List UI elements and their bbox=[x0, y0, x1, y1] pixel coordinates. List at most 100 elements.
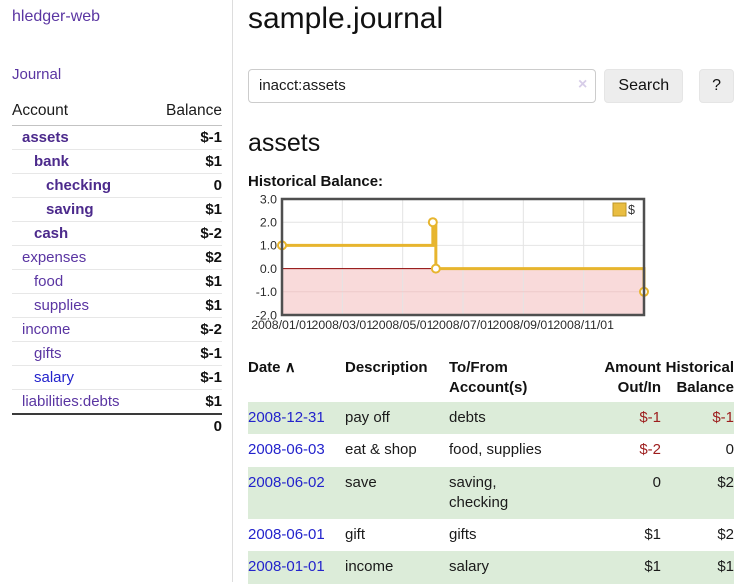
account-link-saving[interactable]: saving bbox=[46, 201, 94, 218]
register-row: 2008-06-03 eat & shop food, supplies $-2… bbox=[248, 434, 734, 466]
account-balance: $-1 bbox=[150, 125, 222, 150]
account-balance: $-1 bbox=[150, 341, 222, 366]
nav-journal-link[interactable]: Journal bbox=[12, 66, 62, 83]
account-balance: $1 bbox=[150, 389, 222, 415]
amount-cell: 0 bbox=[652, 473, 661, 491]
accounts-header-row: Account Balance bbox=[12, 99, 222, 126]
legend-swatch bbox=[612, 202, 627, 216]
account-row-cash: cash $-2 bbox=[12, 221, 222, 246]
description-cell: pay off bbox=[345, 409, 390, 426]
account-balance: $1 bbox=[150, 269, 222, 294]
account-row-food: food $1 bbox=[12, 269, 222, 294]
description-cell: gift bbox=[345, 526, 366, 543]
register-row: 2008-01-01 income salary $1 $1 bbox=[248, 551, 734, 584]
amount-cell: $-2 bbox=[639, 441, 661, 459]
account-link-cash[interactable]: cash bbox=[34, 225, 69, 242]
accounts-cell: food, supplies bbox=[449, 441, 542, 459]
search-button[interactable]: Search bbox=[604, 68, 684, 103]
account-balance: $-2 bbox=[150, 317, 222, 342]
sidebar: hledger-web Journal Account Balance asse… bbox=[0, 0, 233, 582]
accounts-cell: debts bbox=[449, 409, 486, 426]
date-link[interactable]: 2008-06-01 bbox=[248, 526, 325, 543]
accounts-header-account: Account bbox=[12, 99, 151, 126]
account-link-gifts[interactable]: gifts bbox=[34, 345, 62, 362]
account-row-bank: bank $1 bbox=[12, 149, 222, 174]
description-cell: income bbox=[345, 558, 394, 576]
account-link-supplies[interactable]: supplies bbox=[34, 297, 90, 314]
legend-label: $ bbox=[628, 203, 635, 217]
description-cell: eat & shop bbox=[345, 441, 417, 459]
accounts-total-row: 0 bbox=[12, 413, 222, 438]
svg-text:2008/11/01: 2008/11/01 bbox=[553, 318, 614, 332]
svg-text:2008/05/01: 2008/05/01 bbox=[372, 318, 434, 332]
register-row: 2008-06-02 save saving, checking 0 $2 bbox=[248, 466, 734, 519]
account-link-salary[interactable]: salary bbox=[34, 369, 75, 386]
account-link-food[interactable]: food bbox=[34, 273, 64, 290]
register-table: Date ∧ Description To/From Account(s) Am… bbox=[248, 354, 734, 584]
svg-text:0.0: 0.0 bbox=[260, 261, 277, 275]
svg-text:2008/03/01: 2008/03/01 bbox=[312, 318, 374, 332]
svg-text:2008/09/01: 2008/09/01 bbox=[493, 318, 555, 332]
accounts-cell: gifts bbox=[449, 526, 477, 543]
account-row-supplies: supplies $1 bbox=[12, 293, 222, 318]
account-link-assets[interactable]: assets bbox=[22, 129, 69, 146]
svg-text:2.0: 2.0 bbox=[260, 215, 277, 229]
amount-cell: $1 bbox=[644, 526, 661, 543]
account-row-gifts: gifts $-1 bbox=[12, 341, 222, 366]
account-row-assets: assets $-1 bbox=[12, 125, 222, 150]
historical-balance-chart: $3.0 2.0 1.0 0.0 -1.0 -2.02008/01/012008/03/0… bbox=[251, 194, 649, 332]
register-header-accounts: To/From Account(s) bbox=[449, 358, 528, 396]
register-header-amount: Amount Out/In bbox=[604, 358, 661, 396]
amount-cell: $-1 bbox=[639, 409, 661, 426]
account-balance: $1 bbox=[150, 197, 222, 222]
svg-text:1.0: 1.0 bbox=[260, 238, 277, 252]
date-link[interactable]: 2008-01-01 bbox=[248, 558, 325, 576]
account-link-liabilities-debts[interactable]: liabilities:debts bbox=[22, 393, 120, 410]
account-balance: $-1 bbox=[150, 365, 222, 390]
date-link[interactable]: 2008-06-02 bbox=[248, 473, 325, 491]
page-title: sample.journal bbox=[248, 2, 444, 35]
account-row-expenses: expenses $2 bbox=[12, 245, 222, 270]
account-link-bank[interactable]: bank bbox=[34, 153, 70, 170]
balance-cell: 0 bbox=[725, 441, 734, 459]
brand-link[interactable]: hledger-web bbox=[12, 8, 101, 25]
balance-cell: $1 bbox=[717, 558, 734, 576]
account-link-expenses[interactable]: expenses bbox=[22, 249, 87, 266]
svg-text:3.0: 3.0 bbox=[260, 194, 277, 206]
account-link-income[interactable]: income bbox=[22, 321, 71, 338]
register-header-date[interactable]: Date ∧ bbox=[248, 358, 296, 376]
balance-cell: $2 bbox=[717, 473, 734, 491]
amount-cell: $1 bbox=[644, 558, 661, 576]
date-link[interactable]: 2008-06-03 bbox=[248, 441, 325, 459]
search-input[interactable] bbox=[248, 68, 597, 103]
accounts-header-balance: Balance bbox=[150, 99, 222, 126]
account-balance: 0 bbox=[150, 173, 222, 198]
account-row-checking: checking 0 bbox=[12, 173, 222, 198]
help-button[interactable]: ? bbox=[699, 68, 734, 103]
account-row-salary: salary $-1 bbox=[12, 365, 222, 390]
register-header-row: Date ∧ Description To/From Account(s) Am… bbox=[248, 354, 734, 403]
account-link-checking[interactable]: checking bbox=[46, 177, 112, 194]
account-row-liabilities-debts: liabilities:debts $1 bbox=[12, 389, 222, 415]
description-cell: save bbox=[345, 473, 377, 491]
register-header-balance: Historical Balance bbox=[665, 358, 734, 396]
account-balance: $2 bbox=[150, 245, 222, 270]
svg-text:2008/07/01: 2008/07/01 bbox=[432, 318, 494, 332]
accounts-table: Account Balance assets $-1 bank $1 check… bbox=[12, 99, 222, 438]
search-box: × bbox=[248, 68, 597, 103]
account-balance: $1 bbox=[150, 293, 222, 318]
search-bar: × Search ? bbox=[248, 68, 734, 103]
balance-cell: $2 bbox=[717, 526, 734, 543]
main-content: sample.journal × Search ? assets Histori… bbox=[233, 0, 742, 584]
register-row: 2008-12-31 pay off debts $-1 $-1 bbox=[248, 402, 734, 435]
account-balance: $-2 bbox=[150, 221, 222, 246]
chart-label: Historical Balance: bbox=[248, 172, 384, 190]
accounts-total-value: 0 bbox=[150, 413, 222, 438]
date-link[interactable]: 2008-12-31 bbox=[248, 409, 325, 426]
accounts-cell: salary bbox=[449, 558, 490, 576]
account-row-income: income $-2 bbox=[12, 317, 222, 342]
account-row-saving: saving $1 bbox=[12, 197, 222, 222]
clear-search-icon[interactable]: × bbox=[578, 75, 588, 93]
svg-text:2008/01/01: 2008/01/01 bbox=[251, 318, 313, 332]
